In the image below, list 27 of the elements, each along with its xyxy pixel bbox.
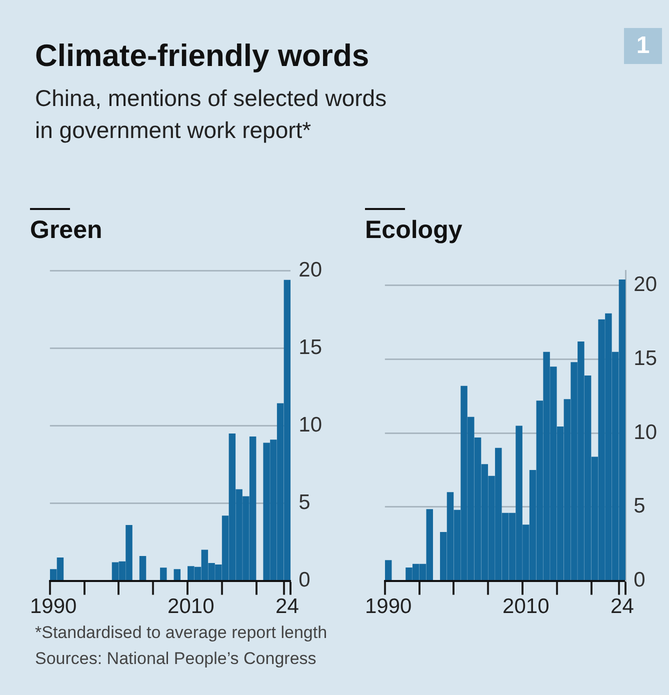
- y-tick-label: 10: [634, 420, 657, 444]
- y-tick-label: 5: [634, 494, 646, 518]
- bar: [160, 568, 167, 580]
- y-tick-label: 0: [634, 568, 646, 592]
- bar: [139, 556, 146, 580]
- source-note: Sources: National People’s Congress: [35, 648, 318, 670]
- chart-title: Green: [30, 216, 104, 246]
- x-tick-label: 24: [276, 595, 300, 618]
- y-tick-label: 10: [298, 413, 322, 436]
- y-tick-label: 0: [298, 568, 310, 592]
- chart-title: Ecology: [365, 216, 464, 246]
- bar: [174, 569, 181, 580]
- y-tick-label: 15: [634, 347, 657, 370]
- y-tick-label: 20: [298, 258, 322, 282]
- x-tick-label: 1990: [365, 595, 412, 618]
- text: *Standardised to average report length: [35, 622, 328, 644]
- text: Climate-friendly words: [35, 38, 370, 74]
- x-tick-label: 24: [610, 595, 634, 618]
- x-tick-label: 2010: [168, 595, 214, 618]
- text: 1: [624, 28, 662, 64]
- x-tick-label: 1990: [30, 595, 77, 618]
- y-tick-label: 5: [298, 491, 310, 514]
- bar: [384, 560, 392, 580]
- x-tick-label: 2010: [502, 595, 550, 618]
- y-tick-label: 20: [634, 273, 657, 296]
- y-tick-label: 15: [298, 336, 322, 359]
- text: China, mentions of selected words in government work report*: [35, 84, 388, 145]
